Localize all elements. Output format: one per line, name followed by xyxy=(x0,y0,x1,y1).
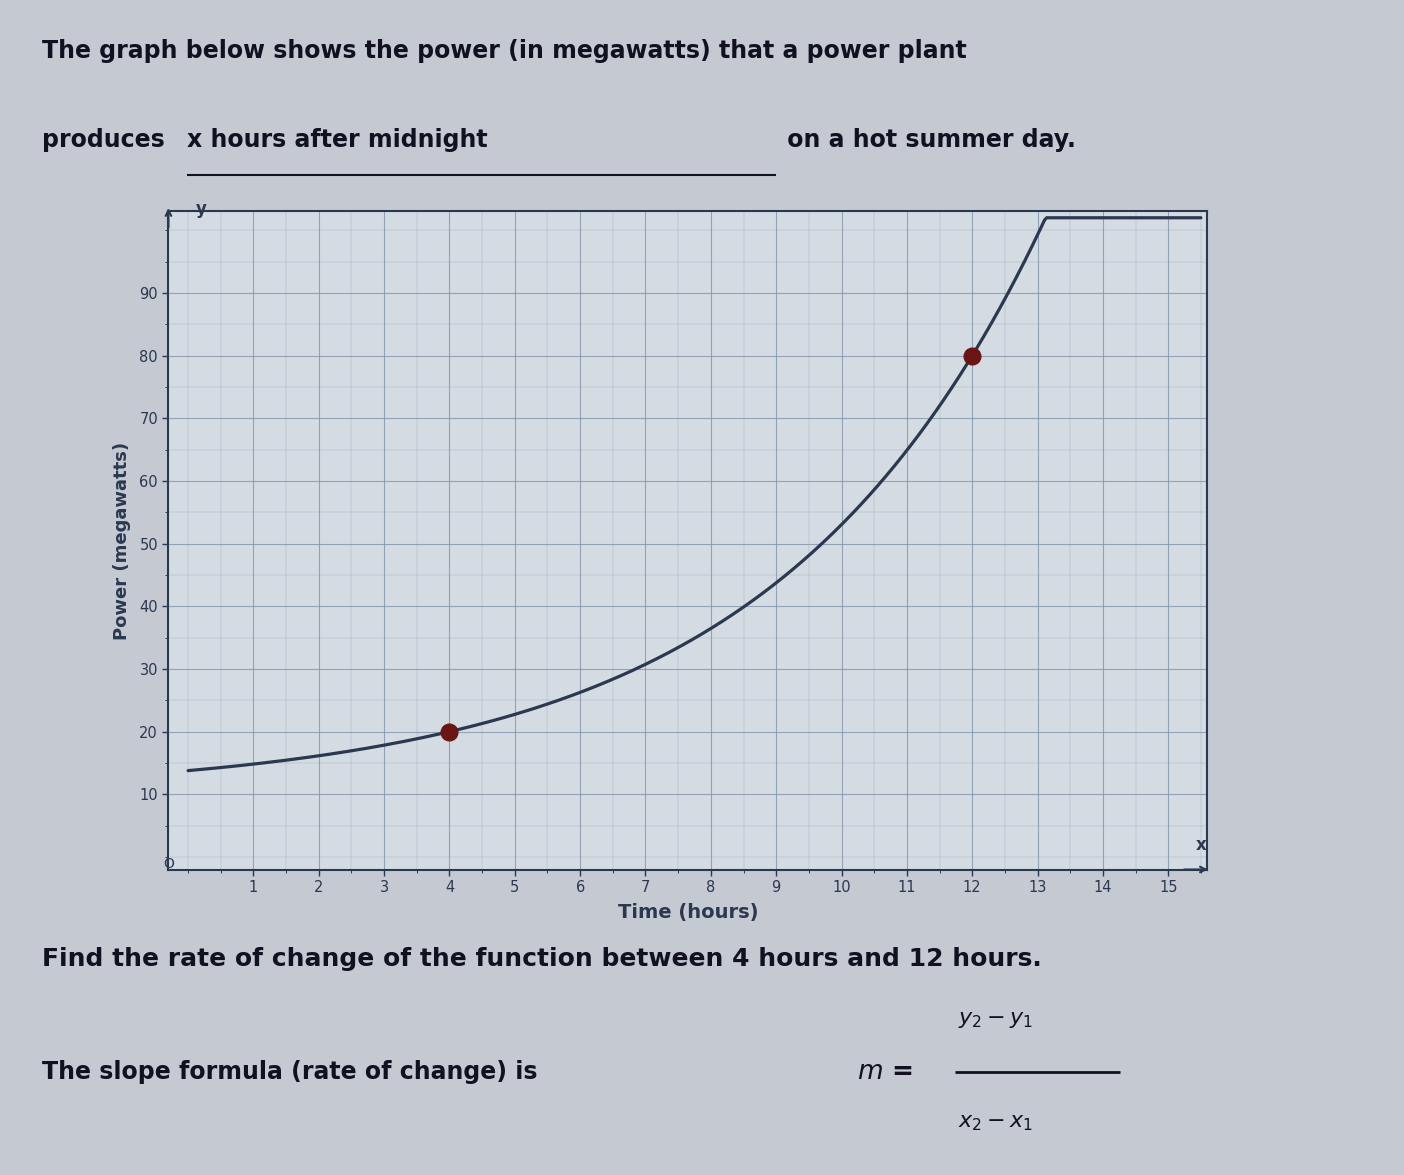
Text: $x_2-x_1$: $x_2-x_1$ xyxy=(958,1113,1033,1134)
Text: O: O xyxy=(163,858,174,872)
X-axis label: Time (hours): Time (hours) xyxy=(618,904,758,922)
Text: y: y xyxy=(195,200,206,217)
Text: x: x xyxy=(1196,835,1206,854)
Text: $y_2-y_1$: $y_2-y_1$ xyxy=(958,1009,1033,1030)
Text: on a hot summer day.: on a hot summer day. xyxy=(779,128,1075,152)
Text: The graph below shows the power (in megawatts) that a power plant: The graph below shows the power (in mega… xyxy=(42,40,966,63)
Text: The slope formula (rate of change) is: The slope formula (rate of change) is xyxy=(42,1060,553,1083)
Text: x hours after midnight: x hours after midnight xyxy=(187,128,487,152)
Y-axis label: Power (megawatts): Power (megawatts) xyxy=(112,442,131,639)
Text: produces: produces xyxy=(42,128,173,152)
Text: $m$ =: $m$ = xyxy=(856,1059,913,1085)
Text: Find the rate of change of the function between 4 hours and 12 hours.: Find the rate of change of the function … xyxy=(42,947,1042,971)
